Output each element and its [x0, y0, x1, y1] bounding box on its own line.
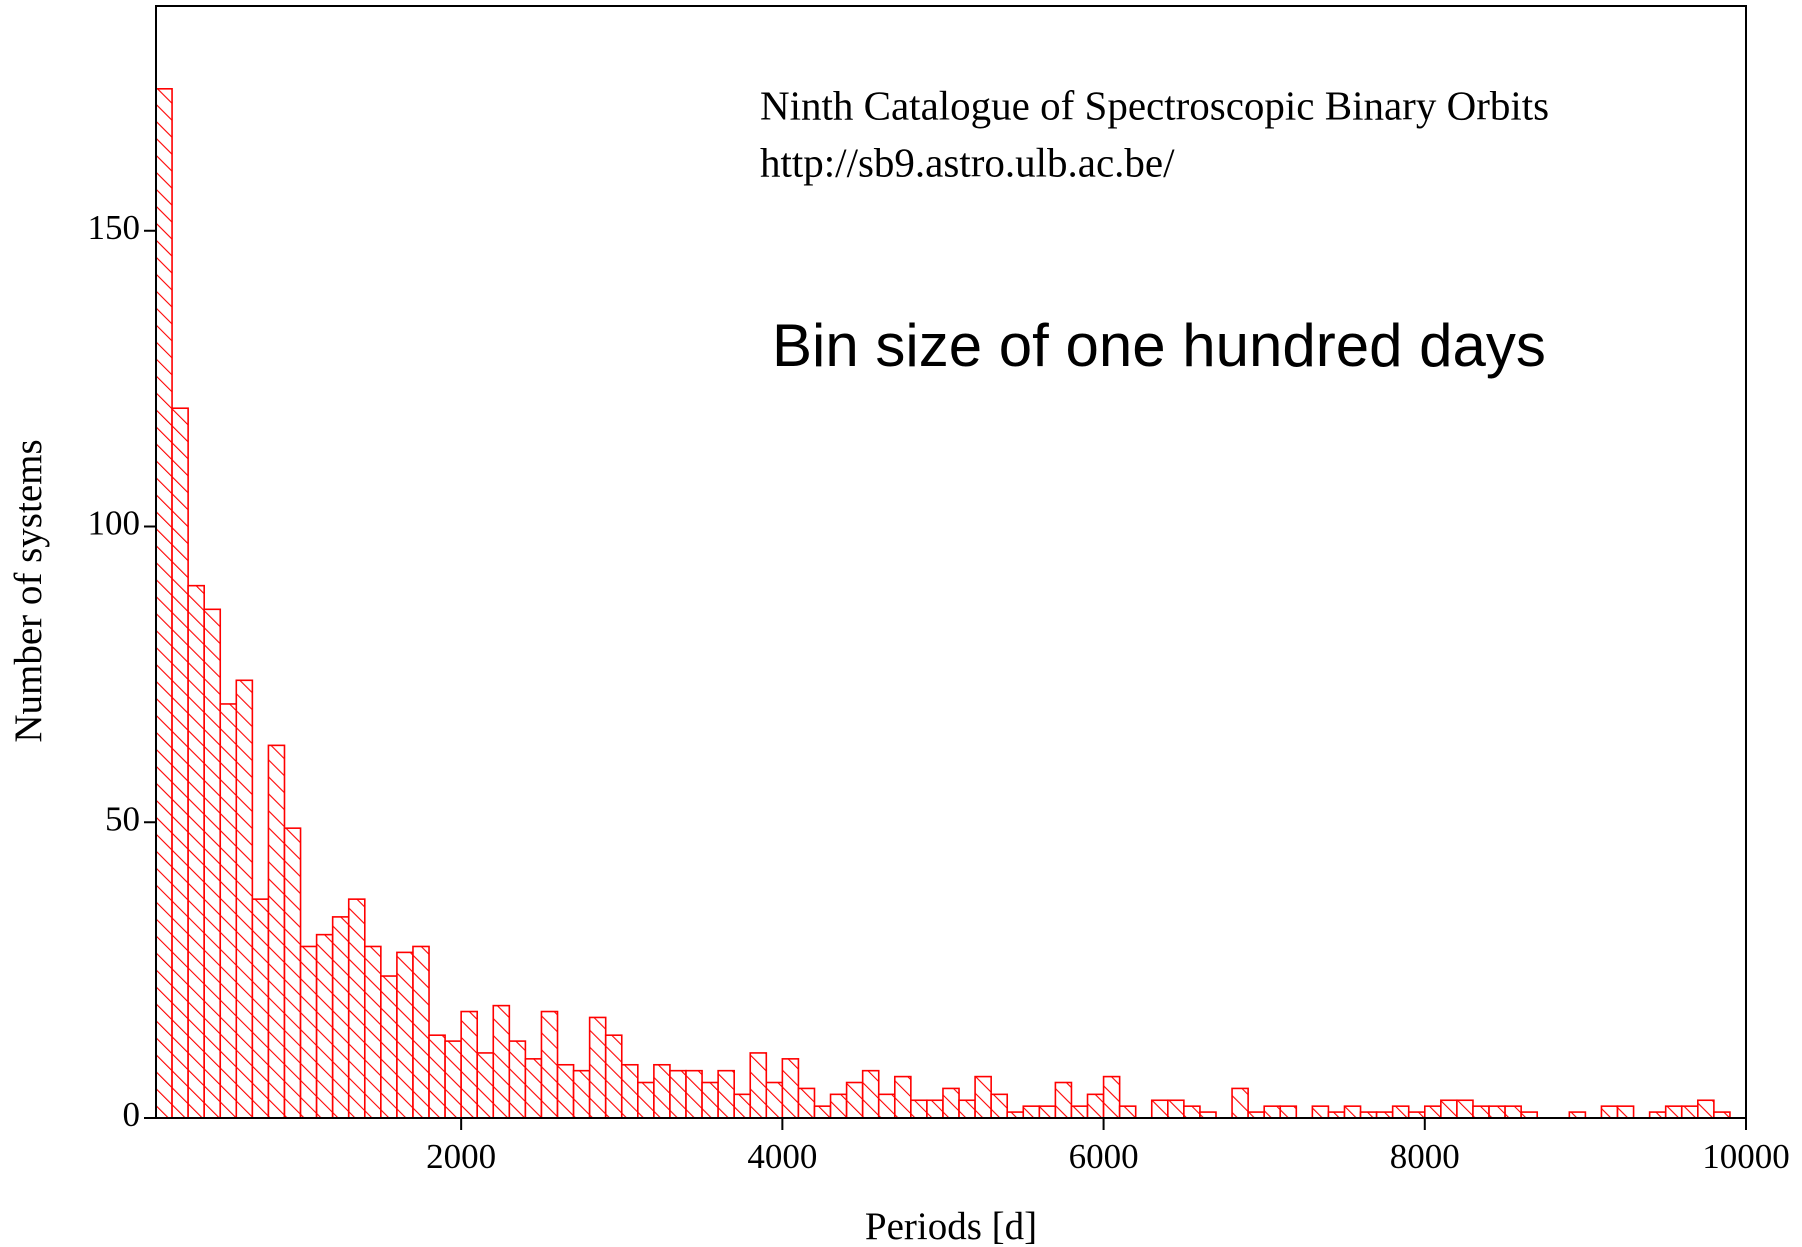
bar [540, 1010, 559, 1119]
bar [1102, 1075, 1121, 1119]
plot-frame [155, 5, 1747, 1119]
bar [717, 1069, 735, 1119]
bar [861, 1069, 880, 1119]
x-tick-label: 6000 [1069, 1137, 1139, 1176]
bar [1440, 1099, 1458, 1119]
bar [942, 1087, 960, 1119]
bar [958, 1099, 976, 1119]
annotation: http://sb9.astro.ulb.ac.be/ [760, 139, 1175, 185]
y-axis-label: Number of systems [7, 439, 50, 742]
annotation: Ninth Catalogue of Spectroscopic Binary … [760, 82, 1549, 128]
y-tick-label: 50 [105, 799, 140, 838]
bar [781, 1058, 800, 1119]
bar [637, 1081, 655, 1119]
bar [556, 1063, 575, 1119]
bar [1054, 1081, 1073, 1119]
bar [1472, 1105, 1490, 1119]
y-tick-label: 100 [88, 504, 141, 543]
bar [476, 1052, 495, 1119]
bar [492, 1004, 511, 1119]
bar [765, 1081, 784, 1119]
bar [299, 945, 318, 1119]
bar [1263, 1105, 1282, 1119]
annotation: Bin size of one hundred days [772, 312, 1546, 379]
bar [508, 1040, 527, 1119]
bar [1231, 1087, 1249, 1119]
bars [155, 88, 1731, 1119]
bar [315, 933, 334, 1119]
bar [669, 1069, 687, 1119]
bar [1279, 1105, 1298, 1119]
bar [251, 898, 270, 1119]
bar [1391, 1105, 1410, 1119]
x-axis-label: Periods [d] [865, 1205, 1037, 1247]
bar [203, 608, 222, 1119]
bar [1664, 1105, 1683, 1119]
bar [1697, 1099, 1715, 1119]
bar [1423, 1105, 1442, 1119]
bar [219, 703, 238, 1119]
bar [1038, 1105, 1057, 1119]
bar [235, 679, 254, 1119]
bar [1183, 1105, 1201, 1119]
bar [1311, 1105, 1330, 1119]
bar [363, 945, 382, 1119]
bar [701, 1081, 719, 1119]
bar [910, 1099, 928, 1119]
bar [829, 1093, 848, 1119]
bar [604, 1034, 623, 1119]
bar [1456, 1099, 1474, 1119]
x-tick-label: 10000 [1702, 1137, 1790, 1176]
y-tick-label: 0 [123, 1095, 141, 1134]
bar [444, 1040, 462, 1119]
bar [733, 1093, 752, 1119]
x-tick-label: 2000 [426, 1137, 496, 1176]
bar [1150, 1099, 1169, 1119]
bar [877, 1093, 896, 1119]
x-tick-label: 8000 [1390, 1137, 1460, 1176]
bar [1488, 1105, 1506, 1119]
bar [1022, 1105, 1041, 1119]
bar [428, 1034, 446, 1119]
bar [797, 1087, 816, 1119]
bar [347, 898, 366, 1119]
y-tick-label: 150 [88, 208, 141, 247]
bar [990, 1093, 1009, 1119]
bar [171, 407, 189, 1119]
bar [749, 1052, 768, 1119]
x-tick-label: 4000 [747, 1137, 817, 1176]
bar [1086, 1093, 1105, 1119]
bar [1070, 1105, 1089, 1119]
bar [893, 1075, 912, 1119]
bar [1504, 1105, 1522, 1119]
bar [685, 1069, 703, 1119]
bar [653, 1063, 671, 1119]
bar [524, 1058, 543, 1119]
bar [412, 945, 430, 1119]
bar [926, 1099, 944, 1119]
bar [267, 744, 286, 1119]
bar [845, 1081, 864, 1119]
bar [1600, 1105, 1619, 1119]
bar [380, 975, 398, 1119]
bar [620, 1063, 639, 1119]
bar [974, 1075, 992, 1119]
bar [396, 951, 414, 1119]
bar [588, 1016, 607, 1119]
bar [331, 916, 350, 1119]
bar [460, 1010, 479, 1119]
bar [1343, 1105, 1362, 1119]
bar [1680, 1105, 1699, 1119]
bar [1118, 1105, 1137, 1119]
bar [813, 1105, 832, 1119]
bar [1167, 1099, 1185, 1119]
bar [187, 584, 205, 1119]
bar [572, 1069, 591, 1119]
bar [283, 827, 302, 1119]
bar [155, 88, 173, 1119]
bar [1616, 1105, 1635, 1119]
